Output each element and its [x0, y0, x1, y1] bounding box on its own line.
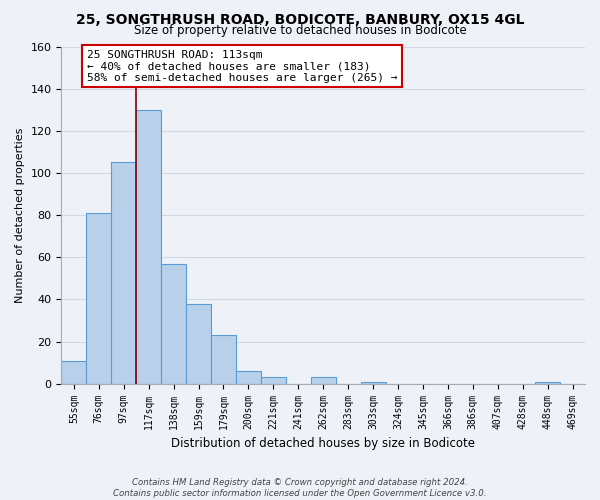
Bar [186, 304, 211, 384]
Bar [136, 110, 161, 384]
Bar [311, 378, 335, 384]
Y-axis label: Number of detached properties: Number of detached properties [15, 128, 25, 303]
X-axis label: Distribution of detached houses by size in Bodicote: Distribution of detached houses by size … [171, 437, 475, 450]
Bar [86, 213, 111, 384]
Bar [535, 382, 560, 384]
Bar [211, 335, 236, 384]
Text: Contains HM Land Registry data © Crown copyright and database right 2024.
Contai: Contains HM Land Registry data © Crown c… [113, 478, 487, 498]
Bar [236, 371, 261, 384]
Text: Size of property relative to detached houses in Bodicote: Size of property relative to detached ho… [134, 24, 466, 37]
Bar [111, 162, 136, 384]
Bar [261, 378, 286, 384]
Text: 25 SONGTHRUSH ROAD: 113sqm
← 40% of detached houses are smaller (183)
58% of sem: 25 SONGTHRUSH ROAD: 113sqm ← 40% of deta… [87, 50, 397, 83]
Bar [361, 382, 386, 384]
Text: 25, SONGTHRUSH ROAD, BODICOTE, BANBURY, OX15 4GL: 25, SONGTHRUSH ROAD, BODICOTE, BANBURY, … [76, 12, 524, 26]
Bar [161, 264, 186, 384]
Bar [61, 360, 86, 384]
